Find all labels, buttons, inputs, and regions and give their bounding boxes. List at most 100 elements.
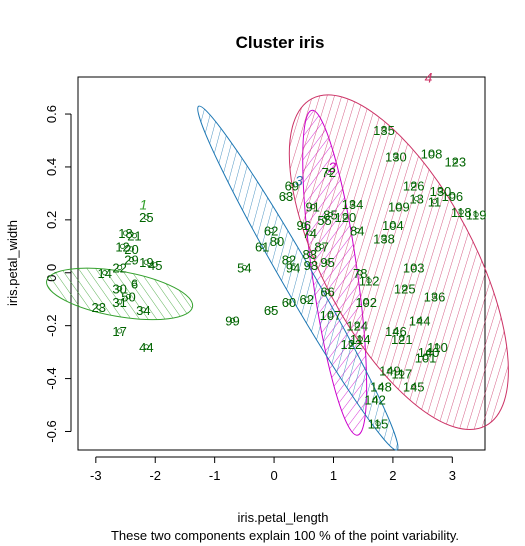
data-point-label: 13 xyxy=(409,192,423,207)
data-point-marker xyxy=(431,293,438,300)
data-point-marker xyxy=(372,397,378,403)
data-point-marker xyxy=(327,312,334,318)
data-point-marker xyxy=(357,270,363,276)
data-point-label: 124 xyxy=(346,319,368,334)
data-point-label: 78 xyxy=(353,266,367,281)
data-point-marker xyxy=(268,307,274,313)
data-point-label: 74 xyxy=(302,226,316,241)
data-point-marker xyxy=(411,182,417,189)
data-point-marker xyxy=(143,214,149,220)
data-point-label: 115 xyxy=(368,417,389,432)
data-point-label: 69 xyxy=(285,178,299,193)
data-point-marker xyxy=(122,230,129,236)
x-tick-label: -3 xyxy=(90,468,102,483)
plot-frame xyxy=(77,76,486,451)
data-point-marker xyxy=(354,227,360,234)
data-point-label: 62 xyxy=(264,223,278,238)
data-point-label: 146 xyxy=(385,324,407,339)
data-point-marker xyxy=(381,235,387,241)
data-point-marker xyxy=(375,420,381,427)
data-point-label: 121 xyxy=(391,332,413,347)
data-point-marker xyxy=(417,317,423,323)
data-point-label: 63 xyxy=(279,189,293,204)
data-point-label: 142 xyxy=(364,393,386,408)
data-point-label: 93 xyxy=(304,258,318,273)
data-point-marker xyxy=(411,264,417,271)
data-point-label: 61 xyxy=(255,239,269,254)
data-point-marker xyxy=(307,230,313,236)
data-point-label: 19 xyxy=(139,255,153,270)
data-point-marker xyxy=(324,288,331,294)
data-point-label: 144 xyxy=(409,313,431,328)
data-point-marker xyxy=(378,383,384,390)
data-point-marker xyxy=(387,368,393,374)
data-point-label: 108 xyxy=(421,147,443,162)
data-point-marker xyxy=(321,217,328,223)
data-point-label: 130 xyxy=(385,149,407,164)
data-point-marker xyxy=(143,344,149,350)
x-tick-label: -1 xyxy=(209,468,221,483)
data-point-marker xyxy=(152,262,158,268)
data-point-label: 54 xyxy=(237,260,251,275)
cluster-ellipse-4 xyxy=(288,94,509,430)
data-point-marker xyxy=(128,256,135,263)
data-point-marker xyxy=(116,328,123,334)
data-point-label: 44 xyxy=(139,340,153,355)
data-point-marker xyxy=(411,383,417,390)
cluster-ellipses: 1234 xyxy=(46,69,509,451)
data-point-label: 6 xyxy=(131,276,138,291)
data-point-label: 122 xyxy=(340,337,362,352)
data-point-label: 31 xyxy=(112,295,126,310)
data-point-marker xyxy=(381,127,387,133)
y-tick-label: -0.4 xyxy=(44,367,59,389)
data-point-label: 120 xyxy=(335,210,357,225)
y-tick-label: 0.4 xyxy=(44,158,59,176)
data-point-marker xyxy=(396,204,402,210)
data-point-marker xyxy=(348,341,354,347)
data-point-marker xyxy=(428,151,435,157)
data-point-marker xyxy=(229,317,236,323)
data-point-label: 126 xyxy=(403,178,425,193)
y-axis-label: iris.petal_width xyxy=(5,220,20,306)
data-point-marker xyxy=(327,211,334,218)
data-point-marker xyxy=(425,349,432,355)
cluster-label-4: 4 xyxy=(425,69,433,85)
data-point-marker xyxy=(304,296,310,302)
cluster-ellipse-3 xyxy=(197,105,399,451)
data-point-label: 84 xyxy=(350,223,364,238)
data-point-label: 18 xyxy=(118,226,132,241)
data-point-marker xyxy=(128,246,135,252)
data-point-label: 72 xyxy=(322,165,336,180)
data-point-label: 138 xyxy=(373,231,395,246)
data-point-marker xyxy=(308,262,314,268)
data-point-label: 145 xyxy=(403,380,425,395)
data-point-label: 60 xyxy=(282,295,296,310)
data-point-label: 149 xyxy=(379,364,401,379)
data-point-marker xyxy=(349,201,356,207)
data-point-marker xyxy=(414,196,420,202)
y-tick-label: 0.6 xyxy=(44,105,59,123)
data-point-marker xyxy=(319,243,325,249)
data-point-marker xyxy=(402,286,408,292)
y-tick-label: -0.2 xyxy=(44,314,59,336)
data-point-label: 50 xyxy=(121,290,135,305)
x-axis: -3 -2 -1 0 1 2 3 xyxy=(90,456,456,483)
y-tick-label: -0.6 xyxy=(44,420,59,442)
data-point-marker xyxy=(399,370,405,376)
data-point-marker xyxy=(363,299,369,305)
data-point-marker xyxy=(116,299,123,305)
data-point-label: 136 xyxy=(424,290,446,305)
data-point-marker xyxy=(324,259,331,265)
data-point-label: 106 xyxy=(441,189,463,204)
data-point-marker xyxy=(342,214,348,220)
data-point-marker xyxy=(473,211,479,218)
data-point-label: 107 xyxy=(320,308,342,323)
data-point-marker xyxy=(116,286,123,292)
data-point-marker xyxy=(125,293,132,300)
data-point-marker xyxy=(259,243,265,249)
data-point-marker xyxy=(393,328,399,334)
data-point-label: 91 xyxy=(305,200,319,215)
data-point-marker xyxy=(301,222,307,228)
y-tick-label: 0.2 xyxy=(44,211,59,229)
data-point-label: 117 xyxy=(391,366,412,381)
